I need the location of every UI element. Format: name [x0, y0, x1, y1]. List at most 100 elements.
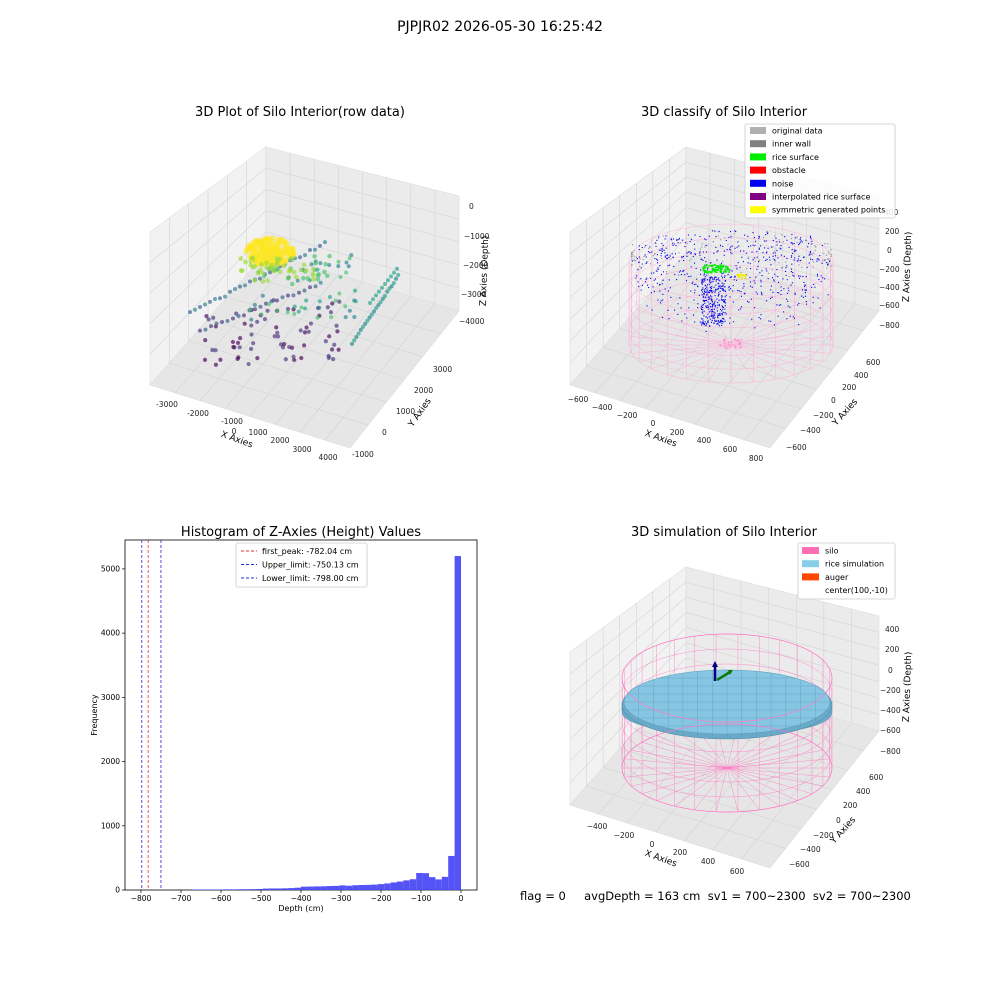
- histogram-bar: [230, 889, 237, 890]
- noise-point: [692, 256, 694, 258]
- noise-point: [714, 306, 716, 308]
- panel4-y-tick: 200: [843, 801, 858, 810]
- panel1-x-tick: 3000: [292, 445, 311, 454]
- noise-point: [729, 296, 731, 298]
- panel4-z-label: Z Axies (Depth): [902, 652, 914, 723]
- rice-surface-point: [722, 264, 725, 267]
- noise-point: [809, 253, 811, 255]
- grid-line: [586, 365, 786, 429]
- inner-wall-point: [631, 252, 633, 254]
- noise-point: [780, 286, 782, 288]
- noise-point: [758, 247, 760, 249]
- noise-point: [721, 313, 723, 315]
- noise-point: [670, 296, 672, 298]
- noise-point: [710, 298, 712, 300]
- noise-point: [715, 289, 717, 291]
- inner-wall-point: [754, 260, 756, 262]
- scatter-point: [248, 307, 253, 312]
- scatter-point: [249, 346, 254, 351]
- scatter-point: [308, 285, 312, 290]
- noise-point: [765, 252, 767, 254]
- noise-point: [747, 235, 749, 237]
- panel1-z-tick: −3000: [461, 290, 487, 299]
- noise-point: [717, 319, 719, 322]
- noise-point: [754, 282, 756, 284]
- noise-point: [736, 246, 738, 248]
- noise-point: [674, 309, 676, 311]
- scatter-point: [265, 308, 270, 313]
- scatter-point: [365, 318, 370, 323]
- rice-surface-point: [702, 268, 705, 270]
- noise-point: [786, 292, 788, 294]
- noise-point: [731, 270, 733, 272]
- panel4-z-tick: −600: [880, 726, 901, 735]
- noise-point: [738, 309, 740, 311]
- scatter-point: [318, 280, 323, 285]
- silo-spoke: [631, 344, 732, 354]
- inner-wall-point: [778, 262, 780, 264]
- noise-point: [721, 320, 723, 322]
- noise-point: [681, 256, 683, 258]
- legend-swatch: [750, 153, 766, 161]
- noise-point: [707, 306, 710, 308]
- noise-point: [721, 322, 723, 324]
- scatter-point: [313, 284, 318, 289]
- noise-point: [718, 314, 720, 316]
- noise-point: [694, 321, 696, 323]
- noise-point: [786, 265, 788, 267]
- symmetric-point: [738, 275, 741, 278]
- noise-point: [647, 251, 650, 253]
- silo-spoke: [726, 749, 823, 769]
- scatter-point: [258, 276, 262, 281]
- silo-spoke: [639, 328, 732, 346]
- scatter-point: [258, 304, 263, 309]
- rice-surface-point: [703, 269, 706, 272]
- rice-surface-point: [711, 264, 714, 267]
- scatter-point: [292, 357, 297, 363]
- noise-point: [780, 254, 782, 256]
- rice-surface-point: [709, 265, 712, 267]
- scatter-point: [300, 275, 306, 281]
- noise-point: [790, 284, 792, 286]
- silo-spoke: [639, 344, 732, 362]
- noise-point: [704, 277, 706, 280]
- inner-wall-point: [655, 270, 658, 272]
- noise-point: [734, 275, 736, 277]
- noise-point: [755, 276, 757, 278]
- noise-point: [730, 252, 732, 254]
- noise-point: [713, 322, 715, 324]
- noise-point: [712, 303, 714, 305]
- silo-spoke: [667, 315, 732, 346]
- symmetric-point: [744, 277, 747, 279]
- inner-wall-point: [688, 260, 691, 262]
- silo-spoke: [631, 767, 728, 787]
- noise-point: [797, 258, 800, 260]
- noise-point: [645, 278, 647, 280]
- noise-point: [724, 298, 726, 301]
- scatter-point: [285, 310, 290, 315]
- histogram-bar: [217, 889, 225, 890]
- panel2-z-label: Z Axies (Depth): [902, 232, 914, 303]
- inner-wall-point: [713, 241, 715, 243]
- noise-point: [751, 286, 753, 288]
- noise-point: [804, 286, 806, 288]
- scatter-point: [317, 305, 322, 310]
- noise-point: [770, 289, 772, 291]
- panel2-z-tick: −400: [879, 283, 900, 292]
- noise-point: [729, 269, 731, 271]
- silo-spoke: [726, 735, 798, 769]
- silo-spoke: [631, 336, 732, 346]
- inner-wall-point: [772, 246, 774, 248]
- rice-surface-point: [724, 271, 727, 273]
- scatter-point: [292, 304, 297, 309]
- noise-point: [660, 255, 662, 257]
- noise-point: [792, 316, 794, 318]
- scatter-point: [248, 279, 252, 284]
- noise-point: [708, 235, 710, 237]
- panel2-y-tick: 400: [854, 371, 869, 380]
- noise-point: [774, 273, 776, 275]
- rice-surface-point: [717, 265, 720, 267]
- inner-wall-point: [733, 233, 735, 235]
- noise-point: [661, 283, 663, 285]
- noise-point: [664, 255, 666, 257]
